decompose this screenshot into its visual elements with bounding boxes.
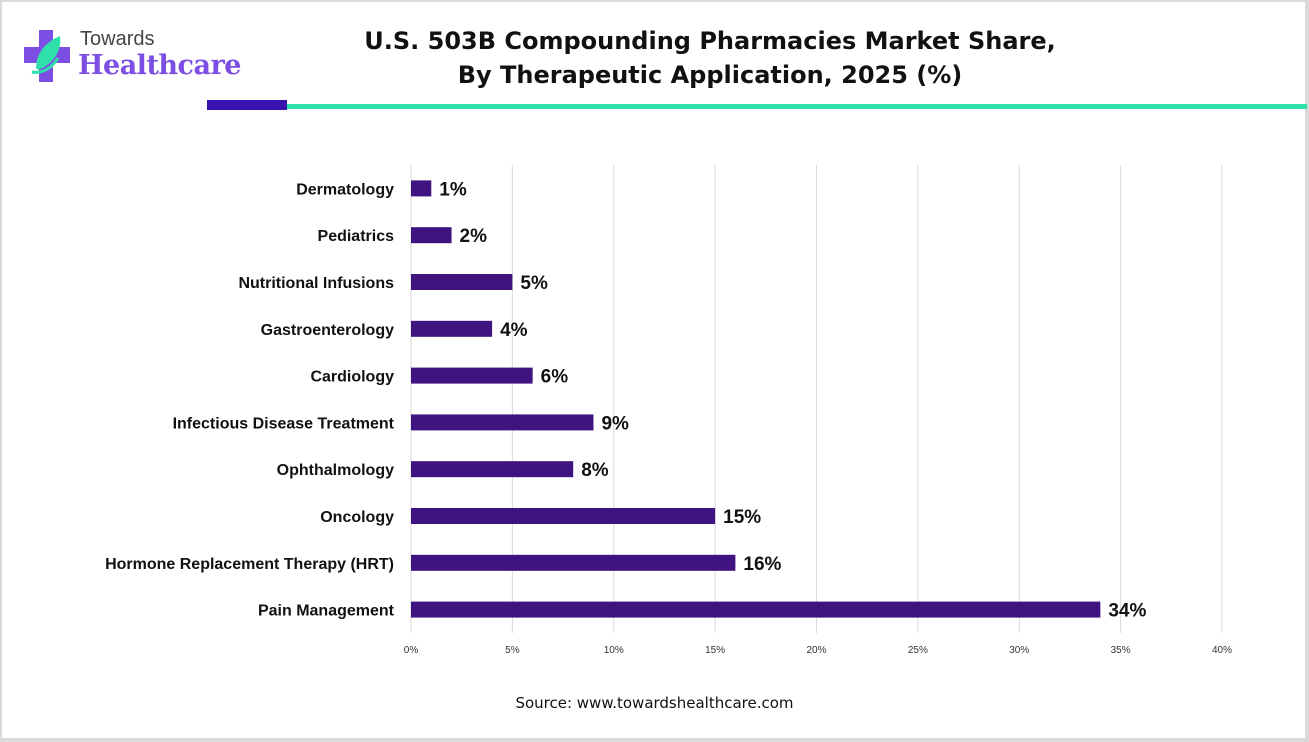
data-label: 6% xyxy=(541,367,569,388)
data-label: 2% xyxy=(460,226,488,247)
logo-text-healthcare: Healthcare xyxy=(78,50,241,81)
category-label: Hormone Replacement Therapy (HRT) xyxy=(105,556,394,573)
data-label: 15% xyxy=(723,507,761,528)
x-tick-label: 10% xyxy=(604,645,624,656)
bar xyxy=(411,554,736,571)
category-label: Ophthalmology xyxy=(277,462,394,479)
x-tick-label: 15% xyxy=(705,645,725,656)
category-label: Infectious Disease Treatment xyxy=(173,415,395,432)
bar xyxy=(411,367,533,384)
data-label: 8% xyxy=(581,460,609,481)
source-note: Source: www.towardshealthcare.com xyxy=(515,694,794,712)
x-tick-label: 0% xyxy=(404,645,419,656)
x-tick-label: 20% xyxy=(806,645,826,656)
bar xyxy=(411,601,1101,618)
x-tick-label: 35% xyxy=(1111,645,1131,656)
data-labels: 1% 2% 5% 4% 6% 9% 8% 15% 16% 34% xyxy=(439,179,1146,621)
bar xyxy=(411,461,574,478)
category-labels: Dermatology Pediatrics Nutritional Infusio… xyxy=(105,181,395,619)
data-label: 34% xyxy=(1108,601,1146,622)
data-label: 16% xyxy=(743,554,781,575)
brand-logo: Towards Healthcare xyxy=(22,22,252,92)
bar xyxy=(411,274,513,290)
page-title: U.S. 503B Compounding Pharmacies Market … xyxy=(340,24,1080,92)
header-accent-dark xyxy=(207,100,287,110)
x-tick-label: 40% xyxy=(1212,645,1232,656)
x-tick-label: 30% xyxy=(1009,645,1029,656)
data-label: 1% xyxy=(439,179,467,200)
logo-text-towards: Towards xyxy=(80,28,155,50)
logo-cross-leaf-icon xyxy=(24,30,70,82)
title-line-2: By Therapeutic Application, 2025 (%) xyxy=(457,61,963,89)
category-label: Dermatology xyxy=(296,181,394,198)
bar xyxy=(411,227,452,244)
x-tick-labels: 0% 5% 10% 15% 20% 25% 30% 35% 40% xyxy=(404,645,1232,656)
category-label: Nutritional Infusions xyxy=(238,275,394,292)
bar xyxy=(411,508,716,524)
category-label: Cardiology xyxy=(310,369,394,386)
bar xyxy=(411,180,432,197)
data-label: 9% xyxy=(601,413,629,434)
bar xyxy=(411,320,493,337)
data-label: 4% xyxy=(500,320,528,341)
category-label: Oncology xyxy=(320,509,394,526)
x-tick-label: 25% xyxy=(908,645,928,656)
data-label: 5% xyxy=(520,273,548,294)
bars xyxy=(411,180,1101,618)
category-label: Pediatrics xyxy=(318,228,395,245)
x-tick-label: 5% xyxy=(505,645,520,656)
bar xyxy=(411,414,594,431)
category-label: Pain Management xyxy=(258,603,395,620)
title-line-1: U.S. 503B Compounding Pharmacies Market … xyxy=(364,27,1056,55)
header-accent-teal xyxy=(287,104,1307,109)
category-label: Gastroenterology xyxy=(261,322,394,339)
